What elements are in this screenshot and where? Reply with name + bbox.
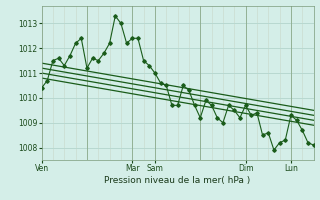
X-axis label: Pression niveau de la mer( hPa ): Pression niveau de la mer( hPa ) xyxy=(104,176,251,185)
